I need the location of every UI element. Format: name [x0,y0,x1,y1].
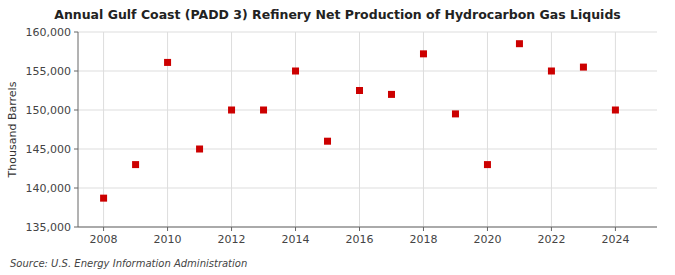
x-tick-label: 2018 [409,233,437,246]
y-tick [74,227,78,228]
point [612,107,619,114]
y-tick-label: 155,000 [26,65,72,78]
x-grid-line [487,32,488,227]
x-tick-label: 2022 [537,233,565,246]
x-tick [423,227,424,231]
x-grid-line [231,32,232,227]
point [548,68,555,75]
point [228,107,235,114]
point [356,87,363,94]
x-axis-line [78,227,657,228]
source: Source: U.S. Energy Information Administ… [10,258,247,269]
x-tick [103,227,104,231]
point [420,50,427,57]
y-grid-line [78,188,657,189]
point [580,64,587,71]
x-tick-label: 2016 [346,233,374,246]
y-tick [74,110,78,111]
point [388,91,395,98]
x-tick-label: 2020 [473,233,501,246]
x-tick-label: 2008 [90,233,118,246]
y-tick [74,149,78,150]
points [100,40,619,201]
point [100,195,107,202]
x-tick [295,227,296,231]
y-tick-label: 160,000 [26,26,72,39]
y-grid-line [78,71,657,72]
point [452,110,459,117]
chart: Annual Gulf Coast (PADD 3) Refinery Net … [0,0,675,275]
y-axis-line [78,32,79,227]
y-grid-line [78,149,657,150]
y-grid-line [78,32,657,33]
point [484,161,491,168]
y-grid-line [78,110,657,111]
x-tick-label: 2012 [218,233,246,246]
y-tick-label: 145,000 [26,143,72,156]
x-tick [359,227,360,231]
y-axis-label: Thousand Barrels [6,81,19,178]
point [196,146,203,153]
grid [78,32,657,227]
x-tick [487,227,488,231]
x-tick [231,227,232,231]
x-grid-line [615,32,616,227]
x-tick [551,227,552,231]
point [164,59,171,66]
x-tick-label: 2014 [282,233,310,246]
x-grid-line [295,32,296,227]
axes: 135,000 140,000 145,000 150,000 155,000 160,0… [26,26,658,246]
x-tick [615,227,616,231]
y-tick-label: 140,000 [26,182,72,195]
x-tick-label: 2024 [601,233,629,246]
y-tick [74,32,78,33]
point [292,68,299,75]
y-grid-line [78,227,657,228]
point [324,138,331,145]
y-tick [74,188,78,189]
y-tick [74,71,78,72]
point [260,107,267,114]
y-tick-label: 150,000 [26,104,72,117]
y-tick-label: 135,000 [26,221,72,234]
title: Annual Gulf Coast (PADD 3) Refinery Net … [54,7,621,22]
x-grid-line [359,32,360,227]
x-tick-label: 2010 [154,233,182,246]
x-grid-line [423,32,424,227]
x-grid-line [551,32,552,227]
x-tick [167,227,168,231]
point [516,40,523,47]
point [132,161,139,168]
